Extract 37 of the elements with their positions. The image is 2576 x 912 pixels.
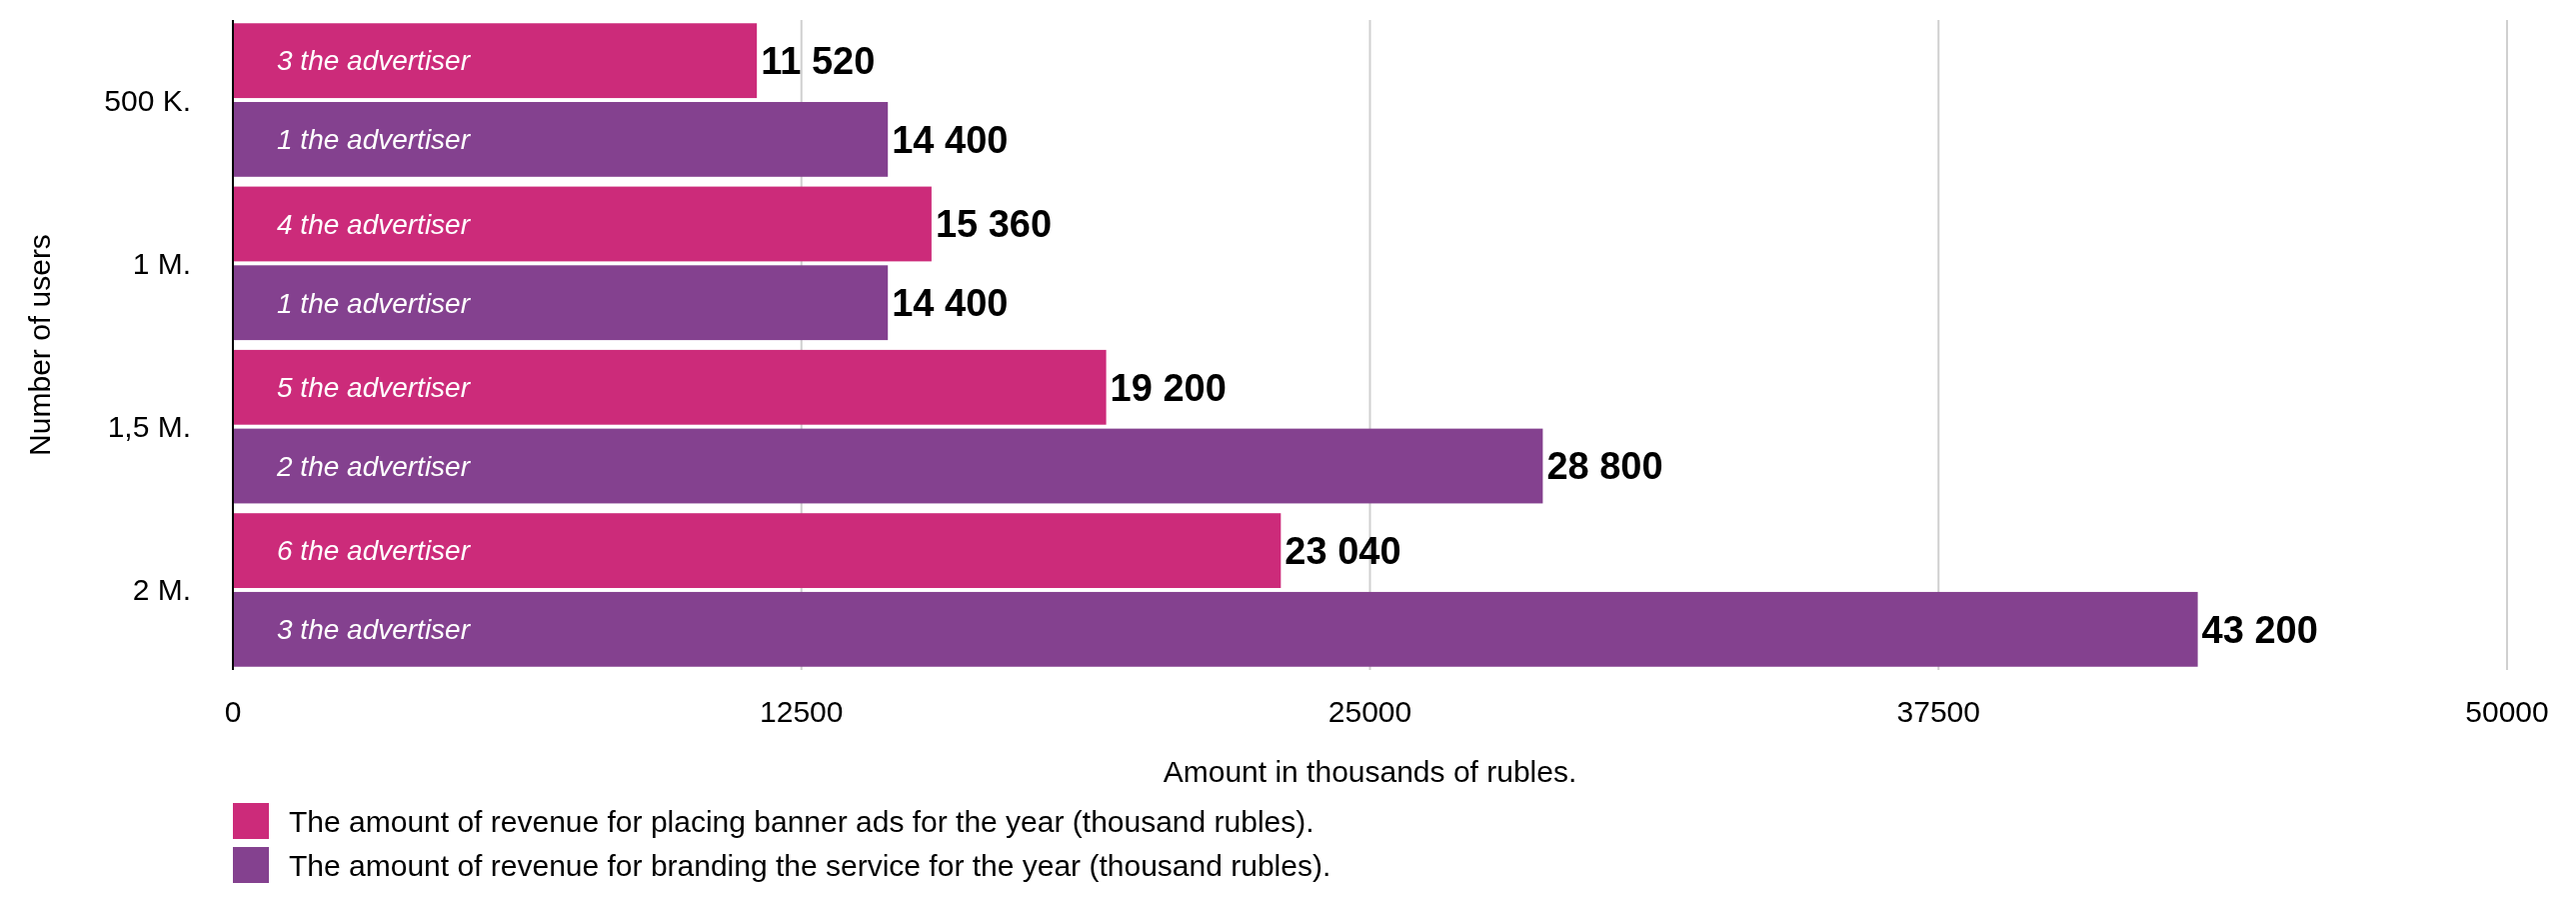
data-label: 23 040 — [1285, 529, 1401, 572]
y-tick-label: 500 K. — [104, 83, 191, 117]
annotation: 3 the advertiser — [277, 614, 472, 646]
bar — [233, 23, 758, 99]
annotation: 5 the advertiser — [277, 372, 472, 404]
y-axis-title: Number of users — [23, 234, 56, 456]
bar — [233, 428, 1543, 504]
data-label: 14 400 — [892, 282, 1009, 325]
y-tick-label: 1 M. — [132, 246, 191, 280]
data-label: 19 200 — [1110, 366, 1227, 409]
bar — [233, 591, 2198, 667]
y-tick-label: 1,5 M. — [107, 410, 191, 444]
x-tick-label: 37500 — [1896, 695, 1980, 728]
x-tick-label: 50000 — [2465, 695, 2549, 728]
x-tick-label: 0 — [224, 695, 242, 728]
bar — [233, 513, 1282, 589]
x-axis-title: Amount in thousands of rubles. — [1163, 755, 1577, 788]
x-tick-label: 12500 — [760, 695, 844, 728]
legend-label: The amount of revenue for placing banner ads for the year (thousand rubles). — [289, 804, 1314, 838]
bar — [233, 349, 1107, 425]
bar — [233, 186, 932, 262]
data-label: 28 800 — [1546, 445, 1663, 488]
annotation: 6 the advertiser — [277, 535, 472, 567]
annotation: 1 the advertiser — [277, 124, 472, 156]
data-label: 43 200 — [2201, 608, 2318, 651]
x-tick-label: 25000 — [1327, 695, 1412, 728]
annotation: 3 the advertiser — [277, 45, 472, 77]
annotation: 1 the advertiser — [277, 287, 472, 319]
data-label: 11 520 — [761, 39, 876, 82]
annotation: 4 the advertiser — [277, 208, 472, 240]
legend-label: The amount of revenue for branding the service for the year (thousand rubles). — [289, 848, 1331, 882]
bar — [233, 101, 889, 177]
data-label: 14 400 — [892, 118, 1009, 161]
bar — [233, 265, 889, 341]
data-label: 15 360 — [935, 203, 1053, 246]
y-tick-label: 2 M. — [132, 573, 191, 607]
annotation: 2 the advertiser — [276, 450, 472, 482]
